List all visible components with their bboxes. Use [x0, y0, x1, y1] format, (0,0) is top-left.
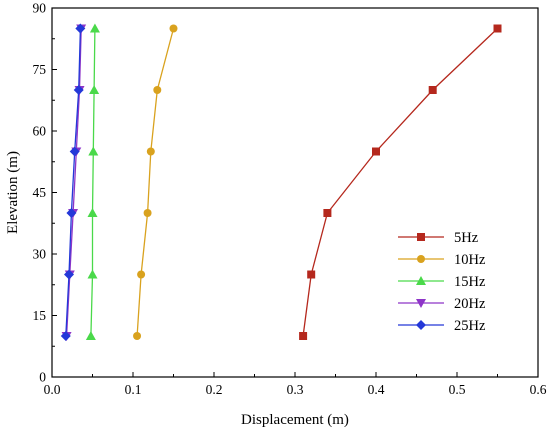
data-point: [75, 23, 86, 34]
series-line: [65, 28, 82, 337]
legend-item: 5Hz: [398, 230, 479, 246]
series-20hz: [61, 24, 87, 341]
data-point: [323, 209, 332, 217]
y-tick-label: 15: [33, 308, 47, 323]
legend-label: 10Hz: [454, 252, 486, 268]
data-point: [85, 331, 96, 340]
data-point: [69, 146, 80, 157]
legend-label: 15Hz: [454, 274, 486, 290]
series-layer: [60, 23, 502, 341]
series-line: [302, 28, 498, 337]
x-tick-label: 0.3: [287, 382, 304, 397]
legend-item: 15Hz: [398, 274, 486, 290]
series-15hz: [85, 23, 100, 340]
data-point: [372, 147, 380, 156]
x-tick-label: 0.0: [44, 382, 61, 397]
data-point: [87, 208, 98, 217]
data-point: [87, 269, 98, 279]
x-axis-title: Displacement (m): [241, 412, 349, 428]
data-point: [169, 24, 178, 33]
legend: 5Hz 10Hz 15Hz 20Hz 25Hz: [398, 230, 486, 334]
x-tick-label: 0.2: [206, 382, 223, 397]
legend-item: 10Hz: [398, 252, 486, 268]
data-point: [66, 208, 77, 218]
legend-item: 25Hz: [398, 318, 486, 334]
legend-marker: [417, 233, 425, 241]
legend-marker: [417, 255, 425, 263]
legend-marker: [416, 276, 426, 285]
series-line: [90, 28, 96, 337]
y-tick-label: 30: [33, 247, 47, 262]
x-tick-label: 0.1: [125, 382, 142, 397]
data-point: [89, 85, 100, 94]
data-point: [73, 85, 84, 95]
y-tick-label: 75: [33, 62, 47, 77]
data-point: [428, 86, 437, 94]
legend-item: 20Hz: [398, 296, 486, 312]
data-point: [307, 270, 316, 279]
data-point: [299, 332, 308, 340]
data-point: [137, 270, 146, 279]
data-point: [64, 269, 75, 280]
x-tick-label: 0.5: [449, 382, 466, 397]
y-axis-title: Elevation (m): [5, 151, 21, 234]
y-tick-label: 45: [33, 185, 47, 200]
y-tick-label: 0: [39, 370, 46, 385]
data-point: [133, 332, 142, 340]
legend-label: 20Hz: [454, 296, 486, 312]
legend-marker: [416, 299, 426, 308]
legend-marker: [416, 320, 426, 330]
series-line: [65, 28, 82, 337]
legend-label: 5Hz: [454, 230, 479, 246]
series-line: [136, 28, 175, 337]
data-point: [60, 331, 71, 341]
y-tick-label: 60: [33, 124, 47, 139]
legend-label: 25Hz: [454, 318, 486, 334]
data-point: [493, 24, 502, 33]
data-point: [143, 209, 152, 217]
x-tick-label: 0.4: [368, 382, 385, 397]
y-tick-label: 90: [33, 1, 47, 16]
data-point: [88, 146, 99, 156]
axis-ticks: 0.0 0.1 0.2 0.3 0.4 0.5 0.6 0 15 30 45 60 75 90: [33, 1, 547, 398]
series-25hz: [60, 23, 86, 341]
series-5hz: [299, 24, 502, 340]
series-10hz: [133, 24, 178, 340]
x-tick-label: 0.6: [530, 382, 547, 397]
data-point: [89, 23, 100, 33]
data-point: [146, 147, 155, 156]
data-point: [153, 86, 162, 94]
